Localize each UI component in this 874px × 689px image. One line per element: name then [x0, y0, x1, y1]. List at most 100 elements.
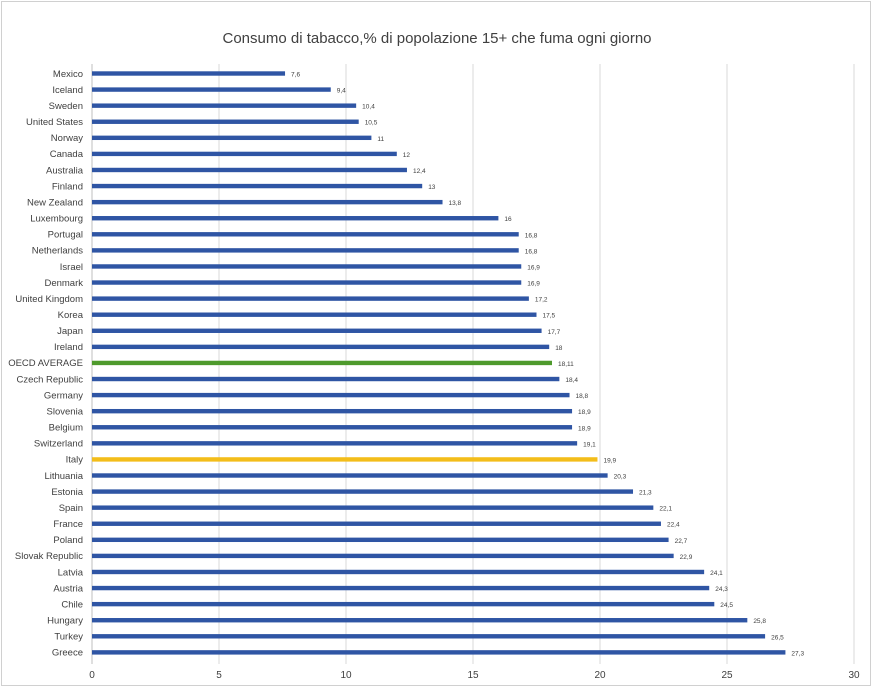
data-label: 16,9 — [527, 281, 540, 288]
category-label: Estonia — [51, 487, 83, 498]
bar-netherlands — [92, 248, 519, 253]
category-label: Italy — [66, 455, 84, 466]
x-tick-label: 25 — [721, 670, 733, 681]
bar-lithuania — [92, 473, 608, 478]
category-label: Slovenia — [47, 406, 84, 417]
category-label: Netherlands — [32, 246, 83, 257]
data-label: 18 — [555, 345, 563, 352]
bar-oecd-average — [92, 360, 552, 366]
x-tick-label: 10 — [340, 670, 352, 681]
category-label: Luxembourg — [30, 214, 83, 225]
category-label: United Kingdom — [15, 294, 83, 305]
category-label: Finland — [52, 181, 83, 192]
bar-czech-republic — [92, 376, 560, 382]
data-label: 13 — [428, 184, 436, 191]
data-label: 10,5 — [365, 120, 378, 127]
category-label: Turkey — [54, 632, 83, 643]
data-label: 18,9 — [578, 409, 591, 416]
category-label: Greece — [52, 648, 83, 659]
data-label: 21,3 — [639, 490, 652, 497]
data-label: 16,9 — [527, 264, 540, 271]
data-label: 22,4 — [667, 522, 680, 529]
data-label: 12,4 — [413, 168, 426, 175]
bar-slovak-republic — [92, 553, 674, 559]
data-label: 18,4 — [565, 377, 578, 384]
data-label: 16,8 — [525, 248, 538, 255]
bar-mexico — [92, 71, 286, 76]
bar-australia — [92, 167, 407, 173]
category-label: Hungary — [47, 616, 83, 627]
data-label: 20,3 — [614, 474, 627, 481]
data-label: 24,3 — [715, 586, 728, 593]
category-label: Canada — [50, 149, 84, 160]
category-label: Iceland — [52, 85, 83, 96]
data-label: 22,1 — [659, 506, 672, 513]
category-label: Belgium — [49, 423, 83, 434]
bar-turkey — [92, 634, 766, 639]
bar-denmark — [92, 280, 522, 285]
category-label: Slovak Republic — [15, 551, 83, 562]
bar-italy — [92, 457, 598, 462]
bar-estonia — [92, 489, 634, 494]
data-label: 16,8 — [525, 232, 538, 239]
category-label: Australia — [46, 165, 84, 176]
bar-spain — [92, 505, 654, 510]
category-label: Spain — [59, 503, 83, 514]
bar-germany — [92, 392, 570, 398]
data-label: 17,7 — [548, 329, 561, 336]
data-label: 10,4 — [362, 104, 375, 111]
bar-israel — [92, 264, 522, 269]
data-label: 22,7 — [675, 538, 688, 545]
data-label: 24,5 — [720, 602, 733, 609]
bar-switzerland — [92, 441, 578, 446]
data-label: 19,1 — [583, 441, 596, 448]
bar-france — [92, 521, 661, 526]
category-label: OECD AVERAGE — [8, 358, 83, 369]
data-label: 16 — [504, 216, 512, 223]
x-tick-label: 15 — [467, 670, 479, 681]
data-label: 18,9 — [578, 425, 591, 432]
data-label: 18,11 — [558, 361, 574, 368]
bar-new-zealand — [92, 199, 443, 205]
data-label: 24,1 — [710, 570, 723, 577]
bar-iceland — [92, 87, 331, 92]
chart-title: Consumo di tabacco,% di popolazione 15+ … — [222, 30, 652, 47]
data-label: 9,4 — [337, 88, 346, 95]
category-label: Japan — [57, 326, 83, 337]
bar-united-kingdom — [92, 296, 529, 301]
category-label: Portugal — [48, 230, 83, 241]
bar-japan — [92, 328, 542, 333]
x-tick-label: 5 — [216, 670, 222, 681]
data-label: 12 — [403, 152, 411, 159]
category-label: Czech Republic — [16, 374, 83, 385]
category-label: New Zealand — [27, 197, 83, 208]
category-label: Israel — [60, 262, 83, 273]
category-label: Chile — [61, 599, 83, 610]
bar-hungary — [92, 618, 748, 623]
category-label: Lithuania — [44, 471, 83, 482]
bar-slovenia — [92, 408, 573, 414]
bar-ireland — [92, 344, 550, 350]
bar-chile — [92, 601, 715, 607]
data-label: 26,5 — [771, 634, 784, 641]
bar-norway — [92, 135, 372, 141]
data-label: 17,2 — [535, 297, 548, 304]
bar-korea — [92, 312, 537, 317]
data-label: 27,3 — [791, 650, 804, 657]
bar-poland — [92, 537, 669, 543]
category-label: Denmark — [44, 278, 83, 289]
bar-finland — [92, 183, 423, 189]
bar-greece — [92, 650, 786, 655]
bar-luxembourg — [92, 216, 499, 221]
bar-latvia — [92, 569, 705, 575]
data-label: 22,9 — [680, 554, 693, 561]
category-label: Sweden — [49, 101, 83, 112]
bar-austria — [92, 585, 710, 591]
x-tick-label: 20 — [594, 670, 606, 681]
category-label: Poland — [53, 535, 83, 546]
category-label: Ireland — [54, 342, 83, 353]
bar-canada — [92, 151, 397, 157]
bar-united-states — [92, 119, 359, 124]
data-label: 11 — [377, 136, 384, 143]
